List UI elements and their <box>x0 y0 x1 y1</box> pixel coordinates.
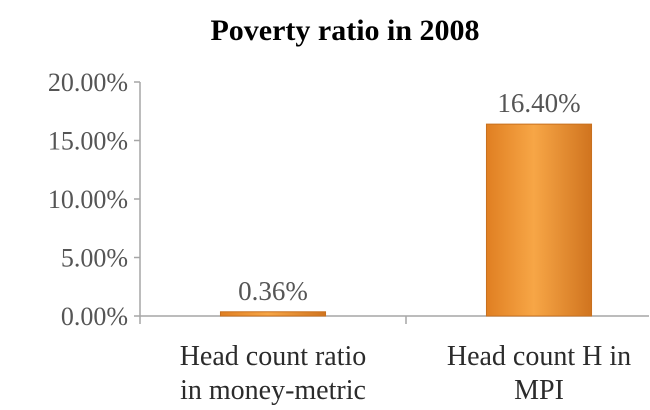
data-labels: 0.36% 16.40% <box>238 88 581 306</box>
bar <box>485 123 593 317</box>
y-tick-label: 0.00% <box>61 302 128 331</box>
chart-title: Poverty ratio in 2008 <box>210 14 479 47</box>
y-axis: 0.00% 5.00% 10.00% 15.00% 20.00% <box>48 68 141 331</box>
category-label: MPI <box>514 375 564 406</box>
x-axis <box>139 315 649 324</box>
category-label: in money-metric <box>180 375 366 406</box>
category-label: Head count H in <box>447 341 631 372</box>
data-label: 0.36% <box>238 276 308 306</box>
bars <box>219 123 593 317</box>
data-label: 16.40% <box>497 88 580 118</box>
bar <box>219 311 327 317</box>
y-tick-label: 10.00% <box>48 185 128 214</box>
category-label: Head count ratio <box>180 341 367 372</box>
y-tick-label: 15.00% <box>48 127 128 156</box>
y-tick-label: 20.00% <box>48 68 128 97</box>
y-tick-label: 5.00% <box>61 244 128 273</box>
